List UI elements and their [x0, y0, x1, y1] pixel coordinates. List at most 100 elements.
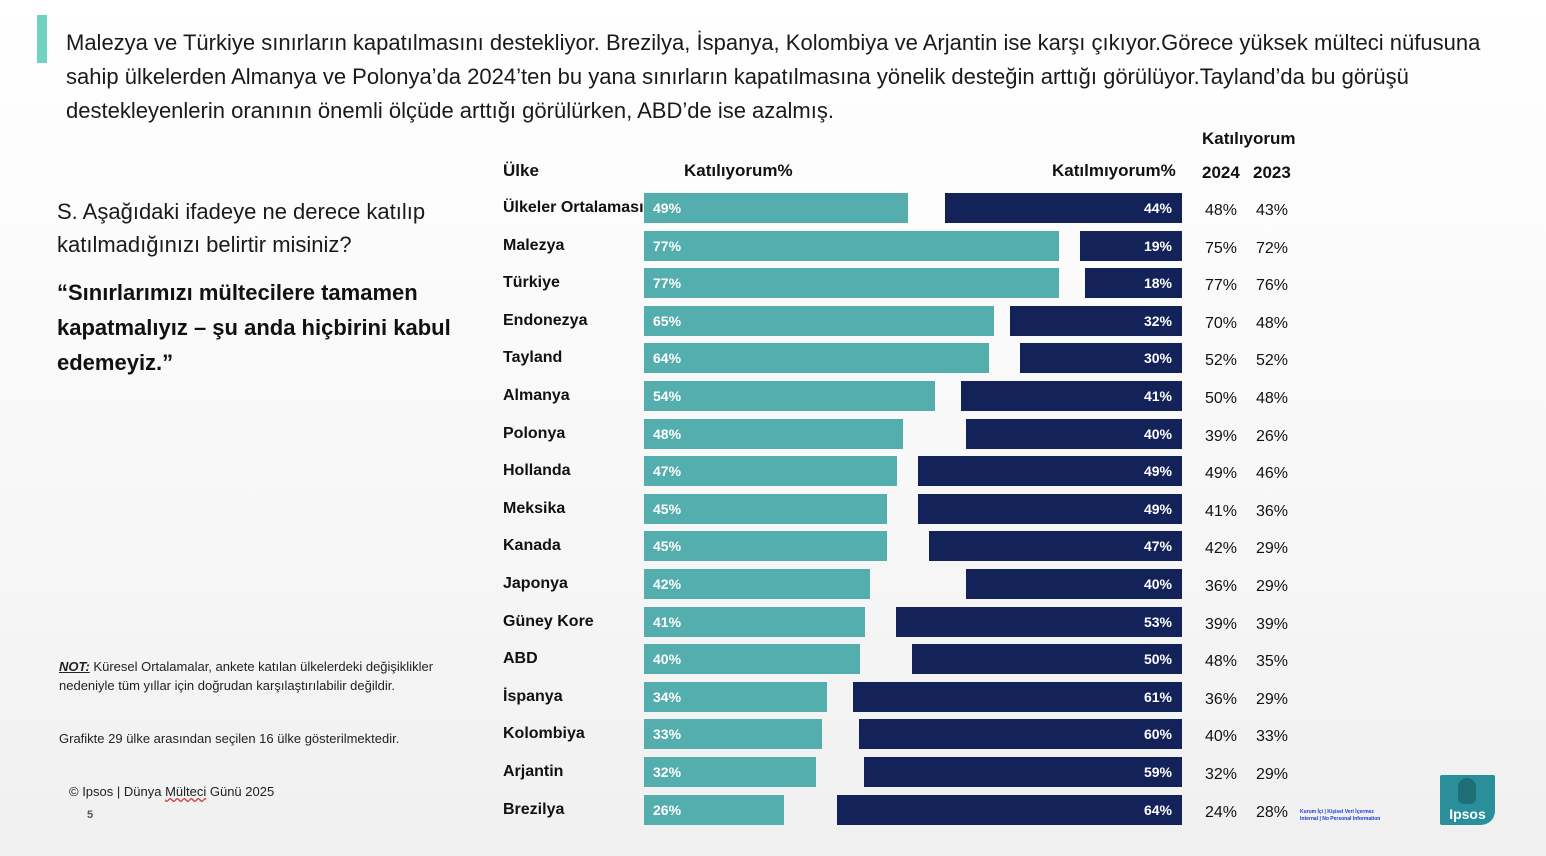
trend-2023-value: 29% — [1256, 766, 1289, 783]
country-label: Güney Kore — [503, 613, 594, 630]
agree-bar — [644, 306, 994, 336]
header-disagree: Katılmıyorum% — [1052, 161, 1176, 180]
country-label: Japonya — [503, 575, 568, 592]
note-countries: Grafikte 29 ülke arasından seçilen 16 ül… — [59, 731, 400, 746]
agree-bar — [644, 719, 822, 749]
disagree-value-label: 18% — [1143, 275, 1172, 291]
trend-2023-value: 48% — [1256, 315, 1289, 332]
disagree-bar — [961, 381, 1182, 411]
trend-2024-value: 32% — [1205, 766, 1238, 783]
disagree-value-label: 47% — [1143, 538, 1172, 554]
disagree-bar — [1085, 268, 1182, 298]
trend-2024-value: 77% — [1205, 277, 1238, 294]
trend-2023-value: 43% — [1256, 202, 1289, 219]
country-label: Meksika — [503, 500, 566, 517]
agree-value-label: 45% — [653, 538, 682, 554]
agree-value-label: 49% — [653, 200, 682, 216]
trend-2024-value: 40% — [1205, 728, 1238, 745]
trend-2023-value: 46% — [1256, 465, 1289, 482]
country-label: Türkiye — [503, 274, 560, 291]
classification-label: Kurum İçi | Kişisel Veri İçermez Interna… — [1300, 809, 1380, 823]
disagree-value-label: 30% — [1143, 350, 1172, 366]
agree-bar — [644, 494, 887, 524]
trend-2023-value: 29% — [1256, 540, 1289, 557]
trend-2023-value: 39% — [1256, 616, 1289, 633]
trend-2023-value: 76% — [1256, 277, 1289, 294]
ipsos-logo: Ipsos — [1440, 775, 1495, 825]
trend-2024-value: 50% — [1205, 390, 1238, 407]
trend-2023-value: 29% — [1256, 691, 1289, 708]
agree-bar — [644, 757, 816, 787]
country-label: Malezya — [503, 237, 565, 254]
agree-bar — [644, 569, 870, 599]
trend-2024-value: 48% — [1205, 653, 1238, 670]
agree-value-label: 41% — [653, 614, 682, 630]
country-label: Arjantin — [503, 763, 564, 780]
disagree-value-label: 61% — [1143, 689, 1172, 705]
country-label: Kolombiya — [503, 725, 585, 742]
note: NOT: Küresel Ortalamalar, ankete katılan… — [59, 657, 439, 695]
disagree-bar — [1010, 306, 1182, 336]
header-trend-title: Katılıyorum — [1202, 129, 1296, 148]
accent-bar — [37, 15, 47, 63]
agree-value-label: 42% — [653, 576, 682, 592]
headline: Malezya ve Türkiye sınırların kapatılmas… — [66, 30, 1481, 123]
agree-value-label: 65% — [653, 313, 682, 329]
logo-head-icon — [1458, 778, 1476, 804]
disagree-value-label: 49% — [1143, 463, 1172, 479]
trend-2024-value: 52% — [1205, 352, 1238, 369]
trend-2024-value: 49% — [1205, 465, 1238, 482]
agree-value-label: 48% — [653, 426, 682, 442]
survey-question: S. Aşağıdaki ifadeye ne derece katılıp k… — [57, 199, 426, 257]
trend-2023-value: 72% — [1256, 240, 1289, 257]
agree-value-label: 33% — [653, 726, 682, 742]
trend-2023-value: 36% — [1256, 503, 1289, 520]
header-year-2023: 2023 — [1253, 163, 1291, 182]
disagree-bar — [912, 644, 1182, 674]
disagree-bar — [859, 719, 1182, 749]
agree-bar — [644, 456, 897, 486]
agree-value-label: 77% — [653, 275, 682, 291]
disagree-bar — [1080, 231, 1182, 261]
page-number: 5 — [87, 809, 94, 821]
trend-2024-value: 36% — [1205, 691, 1238, 708]
copyright: © Ipsos | Dünya Mülteci Günü 2025 — [69, 784, 274, 799]
trend-2024-value: 70% — [1205, 315, 1238, 332]
disagree-value-label: 59% — [1143, 764, 1172, 780]
disagree-value-label: 53% — [1143, 614, 1172, 630]
header-country: Ülke — [503, 161, 539, 180]
disagree-bar — [966, 569, 1182, 599]
trend-2024-value: 39% — [1205, 428, 1238, 445]
header-year-2024: 2024 — [1202, 163, 1240, 182]
disagree-bar — [966, 419, 1182, 449]
disagree-bar — [918, 456, 1182, 486]
agree-bar — [644, 607, 865, 637]
disagree-value-label: 49% — [1143, 501, 1172, 517]
trend-2024-value: 48% — [1205, 202, 1238, 219]
trend-2024-value: 41% — [1205, 503, 1238, 520]
country-label: Almanya — [503, 387, 570, 404]
agree-bar — [644, 231, 1059, 261]
disagree-value-label: 60% — [1143, 726, 1172, 742]
agree-value-label: 34% — [653, 689, 682, 705]
agree-bar — [644, 795, 784, 825]
classification-line-2: Internal | No Personal Information — [1300, 816, 1381, 822]
disagree-bar — [864, 757, 1182, 787]
agree-value-label: 47% — [653, 463, 682, 479]
copyright-suffix: Günü 2025 — [206, 784, 275, 799]
disagree-bar — [945, 193, 1182, 223]
disagree-bar — [929, 531, 1182, 561]
disagree-value-label: 32% — [1143, 313, 1172, 329]
disagree-value-label: 64% — [1143, 802, 1172, 818]
agree-bar — [644, 381, 935, 411]
agree-bar — [644, 682, 827, 712]
header-agree: Katılıyorum% — [684, 161, 793, 180]
country-label: Polonya — [503, 425, 566, 442]
country-label: Hollanda — [503, 462, 571, 479]
country-label: ABD — [503, 650, 538, 667]
country-label: Brezilya — [503, 801, 565, 818]
country-label: İspanya — [503, 688, 563, 705]
agree-value-label: 54% — [653, 388, 682, 404]
copyright-underlined-word: Mülteci — [165, 784, 207, 799]
trend-2023-value: 33% — [1256, 728, 1289, 745]
